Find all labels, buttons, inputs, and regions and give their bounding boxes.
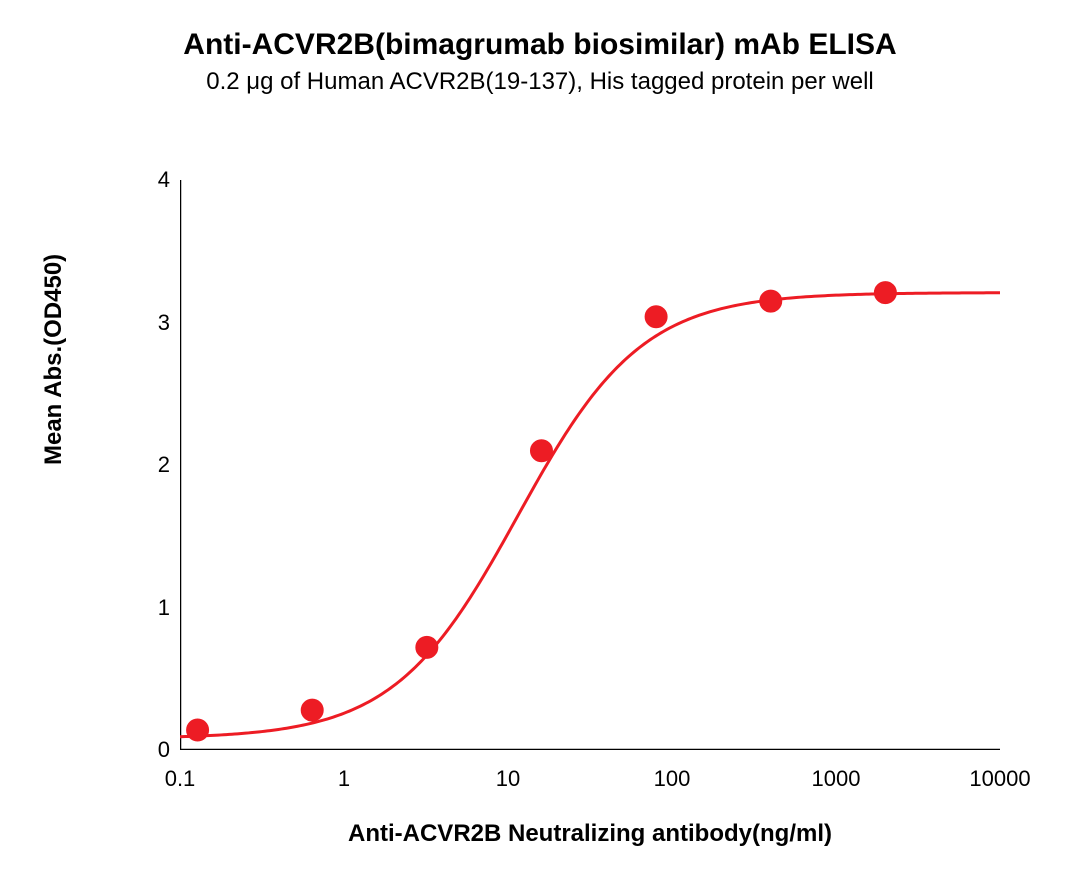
chart-title: Anti-ACVR2B(bimagrumab biosimilar) mAb E… [0,28,1080,62]
y-axis-label: Mean Abs.(OD450) [40,254,68,465]
y-tick-label: 4 [130,167,170,193]
y-tick-label: 0 [130,737,170,763]
x-tick-label: 10000 [969,766,1030,792]
chart-plot [180,180,1000,750]
chart-subtitle: 0.2 μg of Human ACVR2B(19-137), His tagg… [0,68,1080,96]
y-tick-label: 2 [130,452,170,478]
x-tick-label: 100 [654,766,691,792]
x-tick-label: 1 [338,766,350,792]
x-axis-label: Anti-ACVR2B Neutralizing antibody(ng/ml) [180,820,1000,848]
x-tick-label: 10 [496,766,520,792]
x-tick-label: 1000 [812,766,861,792]
y-tick-label: 3 [130,310,170,336]
x-tick-label: 0.1 [165,766,196,792]
y-tick-label: 1 [130,595,170,621]
